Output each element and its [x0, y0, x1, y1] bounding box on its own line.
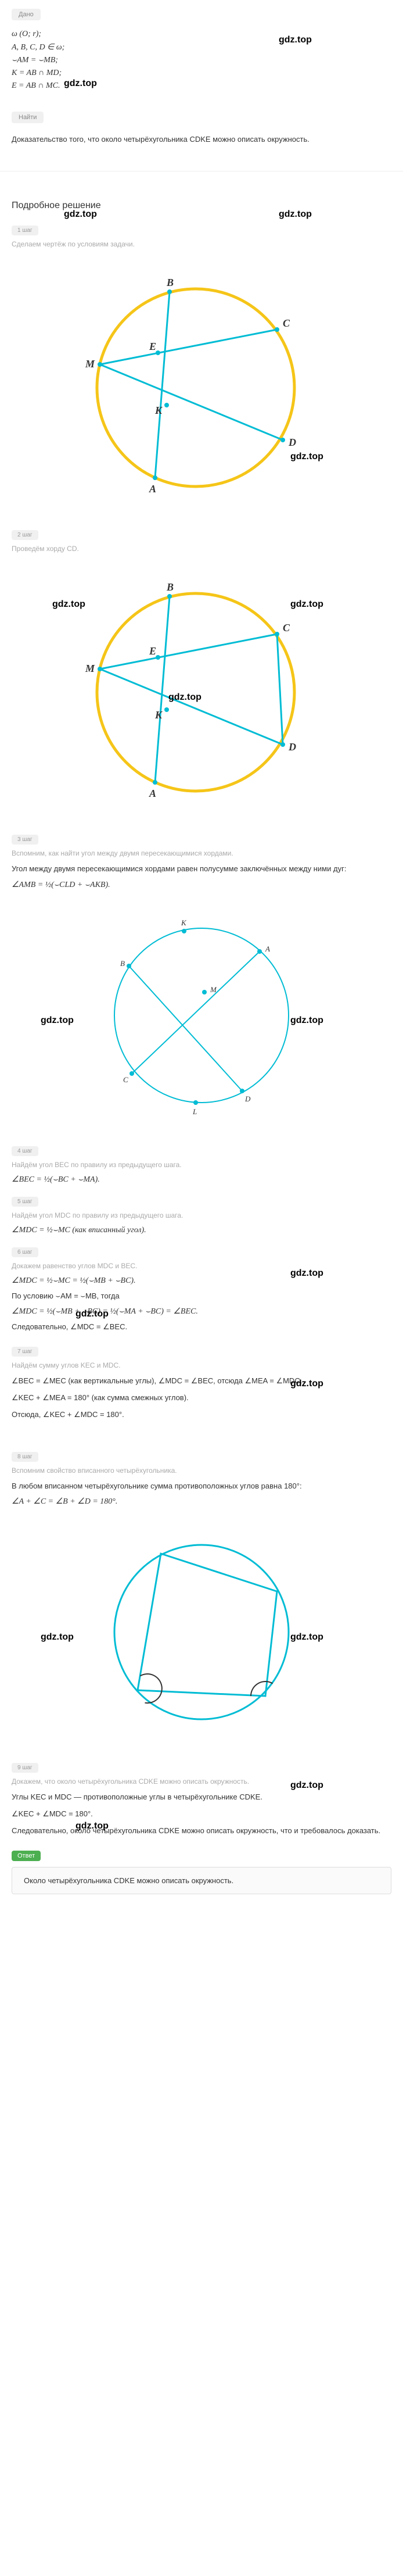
step-text: В любом вписанном четырёхугольнике сумма…	[12, 1480, 391, 1493]
svg-text:C: C	[123, 1075, 128, 1084]
svg-text:E: E	[149, 645, 156, 657]
given-line: E = AB ∩ MC.	[12, 81, 391, 91]
given-line: K = AB ∩ MD;	[12, 69, 391, 78]
step-text: Углы KEC и MDC — противоположные углы в …	[12, 1791, 391, 1804]
watermark: gdz.top	[41, 1015, 74, 1026]
svg-text:M: M	[85, 358, 95, 370]
step-text: Отсюда, ∠KEC + ∠MDC = 180°.	[12, 1409, 391, 1421]
given-label: Дано	[12, 9, 41, 20]
svg-text:B: B	[120, 959, 125, 968]
svg-text:B: B	[166, 277, 174, 288]
step-hint: Найдём угол BEC по правилу из предыдущег…	[12, 1161, 391, 1169]
step-text: Угол между двумя пересекающимися хордами…	[12, 863, 391, 875]
step-hint: Докажем равенство углов MDC и BEC.	[12, 1262, 391, 1270]
answer-label: Ответ	[12, 1851, 41, 1861]
svg-text:K: K	[181, 918, 187, 927]
diagram-3: K A B C D L M	[97, 911, 306, 1120]
diagram-4	[97, 1527, 306, 1737]
svg-text:E: E	[149, 341, 156, 352]
svg-text:A: A	[265, 944, 270, 953]
step-badge: 8 шаг	[12, 1452, 38, 1462]
step-formula: ∠MDC = ½⌣MC (как вписанный угол).	[12, 1225, 391, 1235]
svg-text:M: M	[85, 663, 95, 674]
step-badge: 6 шаг	[12, 1247, 38, 1257]
step-hint: Проведём хорду CD.	[12, 545, 391, 553]
step-text: ∠KEC + ∠MDC = 180°.	[12, 1808, 391, 1820]
step-badge: 2 шаг	[12, 530, 38, 540]
step-formula: ∠BEC = ½(⌣BC + ⌣MA).	[12, 1175, 391, 1185]
svg-text:K: K	[154, 405, 163, 416]
step-hint: Найдём угол MDC по правилу из предыдущег…	[12, 1211, 391, 1219]
step-formula: ∠MDC = ½⌣MC = ½(⌣MB + ⌣BC).	[12, 1276, 391, 1286]
step-hint: Найдём сумму углов KEC и MDC.	[12, 1361, 391, 1369]
step-badge: 3 шаг	[12, 835, 38, 845]
svg-text:B: B	[166, 581, 174, 593]
step-text: ∠BEC = ∠MEC (как вертикальные углы), ∠MD…	[12, 1375, 391, 1387]
svg-text:C: C	[283, 317, 290, 329]
step-hint: Вспомним свойство вписанного четырёхугол…	[12, 1466, 391, 1475]
svg-text:C: C	[283, 622, 290, 634]
step-hint: Вспомним, как найти угол между двумя пер…	[12, 849, 391, 857]
svg-text:A: A	[149, 788, 156, 799]
step-badge: 1 шаг	[12, 226, 38, 235]
answer-box: Около четырёхугольника CDKE можно описат…	[12, 1867, 391, 1894]
svg-text:L: L	[192, 1107, 197, 1116]
step-badge: 7 шаг	[12, 1347, 38, 1357]
step-badge: 9 шаг	[12, 1763, 38, 1773]
svg-text:D: D	[288, 741, 296, 753]
watermark: gdz.top	[41, 1632, 74, 1643]
find-text: Доказательство того, что около четырёхуг…	[12, 134, 391, 146]
step-text: ∠KEC + ∠MEA = 180° (как сумма смежных уг…	[12, 1392, 391, 1404]
given-line: A, B, C, D ∈ ω;	[12, 42, 391, 52]
svg-text:A: A	[149, 483, 156, 495]
given-line: ⌣AM = ⌣MB;	[12, 56, 391, 65]
diagram-1: M B C A D E K	[80, 271, 323, 504]
svg-text:M: M	[210, 985, 217, 994]
step-formula: ∠AMB = ½(⌣CLD + ⌣AKB).	[12, 880, 391, 890]
given-line: ω (O; r);	[12, 30, 391, 39]
step-badge: 4 шаг	[12, 1146, 38, 1156]
step-formula: ∠A + ∠C = ∠B + ∠D = 180°.	[12, 1497, 391, 1507]
step-text: Следовательно, ∠MDC = ∠BEC.	[12, 1321, 391, 1333]
svg-text:D: D	[288, 437, 296, 448]
svg-text:K: K	[154, 709, 163, 721]
step-hint: Сделаем чертёж по условиям задачи.	[12, 240, 391, 248]
find-label: Найти	[12, 112, 44, 123]
diagram-2: M B C A D E K	[80, 576, 323, 808]
step-badge: 5 шаг	[12, 1197, 38, 1207]
svg-text:D: D	[244, 1094, 251, 1103]
step-text: Следовательно, около четырёхугольника CD…	[12, 1825, 391, 1837]
step-formula: ∠MDC = ½(⌣MB + ⌣BC) = ½(⌣MA + ⌣BC) = ∠BE…	[12, 1307, 391, 1316]
step-hint: Докажем, что около четырёхугольника CDKE…	[12, 1777, 391, 1786]
step-text: По условию ⌣AM = ⌣MB, тогда	[12, 1290, 391, 1303]
solution-heading: Подробное решение	[12, 201, 391, 211]
